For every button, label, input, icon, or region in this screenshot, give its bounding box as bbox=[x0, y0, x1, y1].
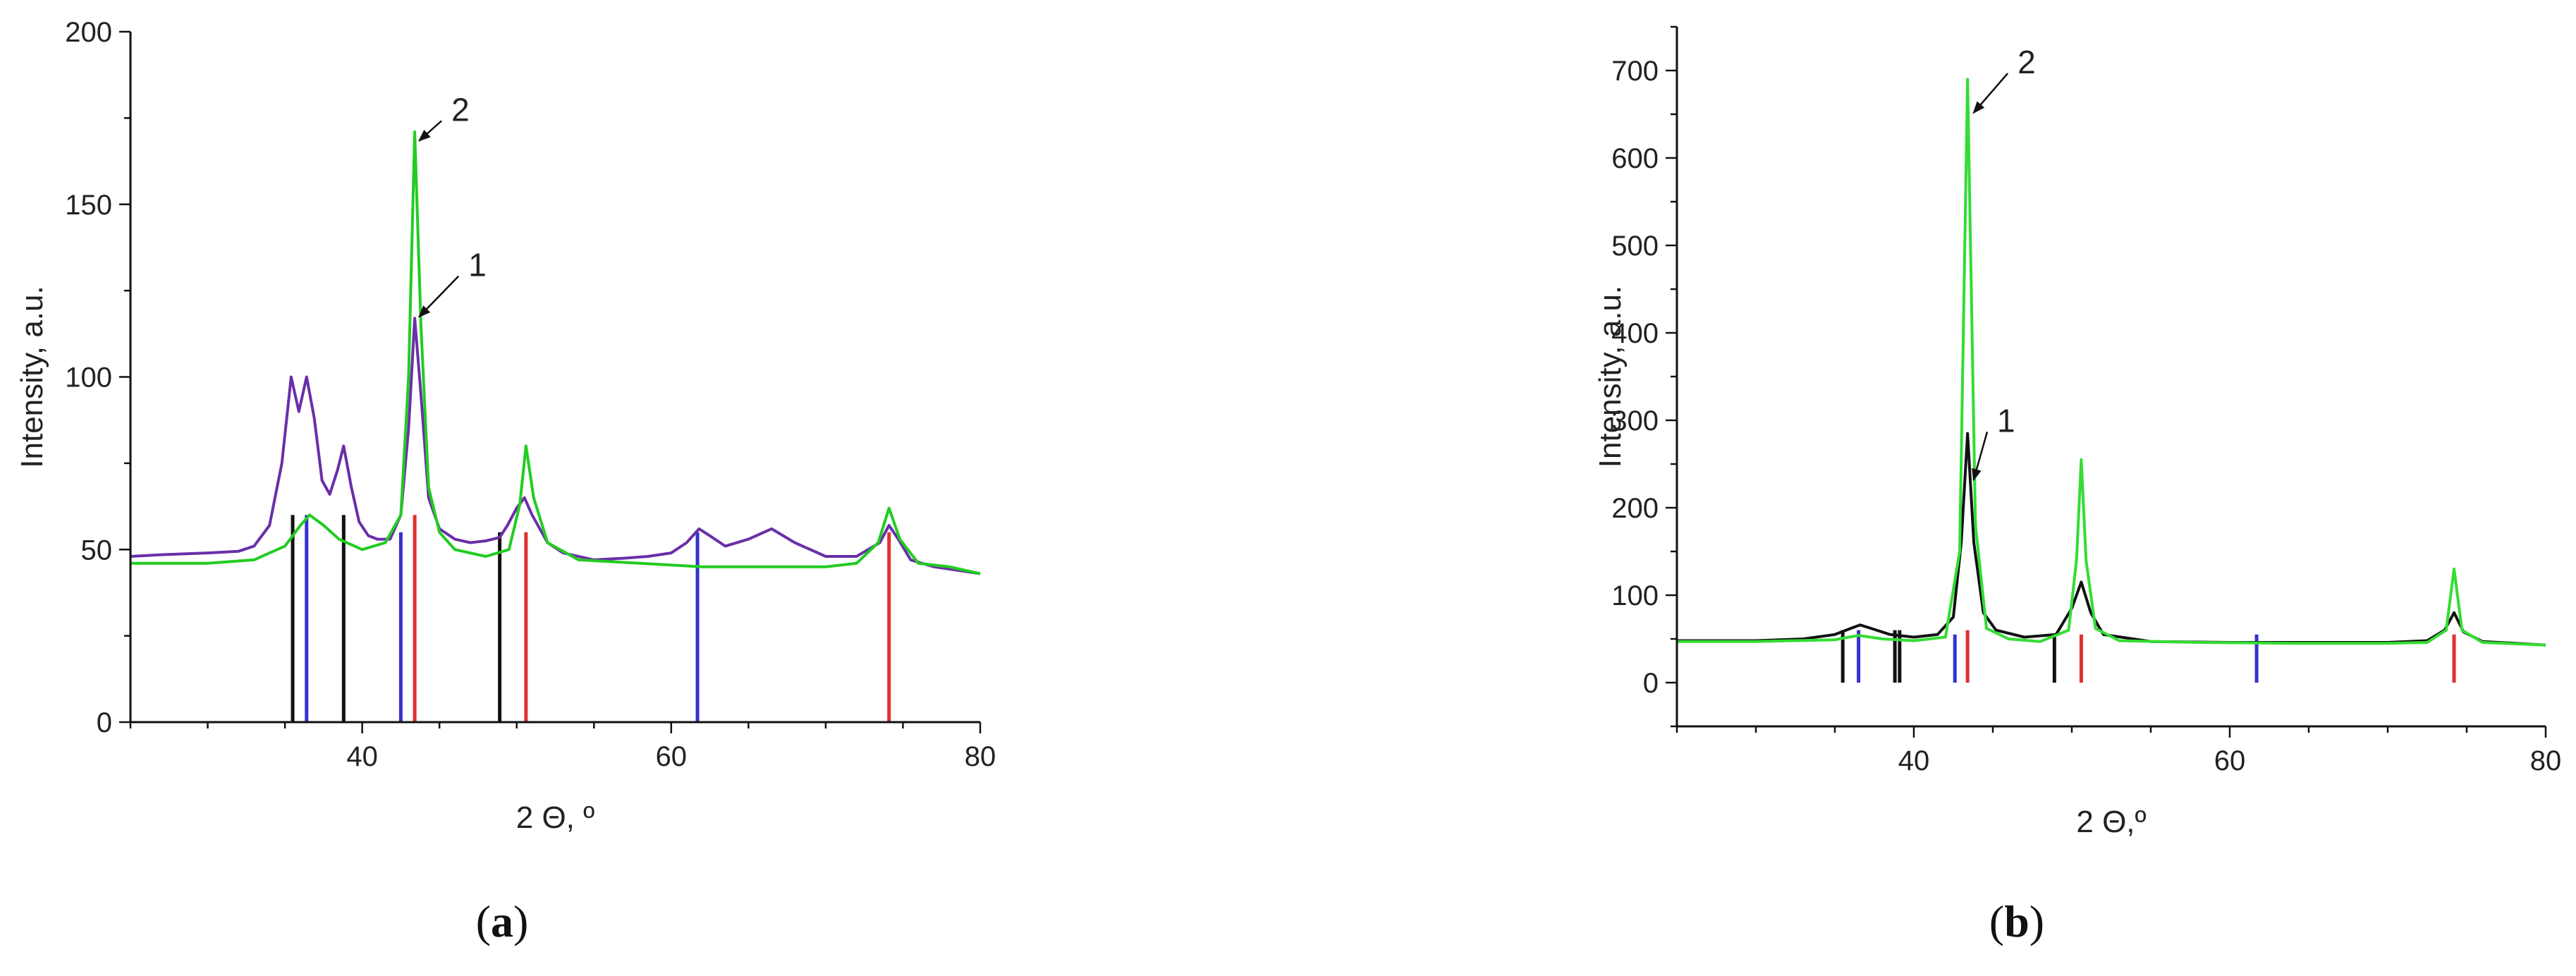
y-tick-label: 150 bbox=[65, 190, 112, 221]
y-tick-label: 400 bbox=[1611, 318, 1659, 349]
y-tick-label: 300 bbox=[1611, 405, 1659, 437]
x-axis-label: 2 Θ, º bbox=[516, 800, 594, 835]
annotation-label: 2 bbox=[2018, 44, 2036, 80]
y-tick-label: 600 bbox=[1611, 143, 1659, 174]
series-line-2 bbox=[1677, 78, 2546, 647]
y-tick-label: 500 bbox=[1611, 231, 1659, 262]
caption-b: (b) bbox=[1989, 896, 2044, 946]
caption-a: (a) bbox=[476, 896, 529, 946]
series-line-2 bbox=[130, 130, 981, 575]
x-tick-label: 60 bbox=[656, 741, 688, 772]
y-tick-label: 0 bbox=[97, 707, 112, 738]
x-tick-label: 40 bbox=[346, 741, 378, 772]
x-tick-label: 60 bbox=[2214, 745, 2246, 776]
y-tick-label: 50 bbox=[81, 535, 113, 566]
annotation-arrow bbox=[418, 120, 442, 142]
annotation-label: 1 bbox=[1997, 402, 2015, 439]
y-tick-label: 700 bbox=[1611, 56, 1659, 87]
x-tick-label: 40 bbox=[1898, 745, 1930, 776]
y-tick-label: 200 bbox=[65, 17, 112, 48]
chart-panel-a: 40 60 80 0 50 100 150 200 2 Θ, º Intensity, a.u. 1… bbox=[15, 17, 996, 835]
x-tick-label: 80 bbox=[2530, 745, 2562, 776]
y-tick-label: 100 bbox=[65, 362, 112, 394]
x-axis-label: 2 Θ,º bbox=[2076, 805, 2146, 839]
y-axis-label: Intensity, a.u. bbox=[15, 286, 49, 468]
y-tick-label: 100 bbox=[1611, 580, 1659, 611]
y-axis-label: Intensity, a.u. bbox=[1593, 286, 1628, 468]
y-tick-label: 0 bbox=[1643, 668, 1659, 699]
series-line-1 bbox=[1677, 432, 2546, 647]
y-tick-label: 200 bbox=[1611, 493, 1659, 524]
annotation-arrow bbox=[1972, 73, 2009, 114]
annotation-arrow bbox=[1972, 432, 1989, 482]
chart-panel-b: 40 60 80 0 100 200 300 400 500 600 700 2 Θ,º Intensi… bbox=[1593, 25, 2562, 839]
annotation-label: 1 bbox=[468, 247, 487, 283]
series-line-1 bbox=[130, 317, 981, 575]
annotation-arrow bbox=[418, 275, 460, 318]
x-tick-label: 80 bbox=[965, 741, 996, 772]
annotation-label: 2 bbox=[451, 91, 470, 128]
